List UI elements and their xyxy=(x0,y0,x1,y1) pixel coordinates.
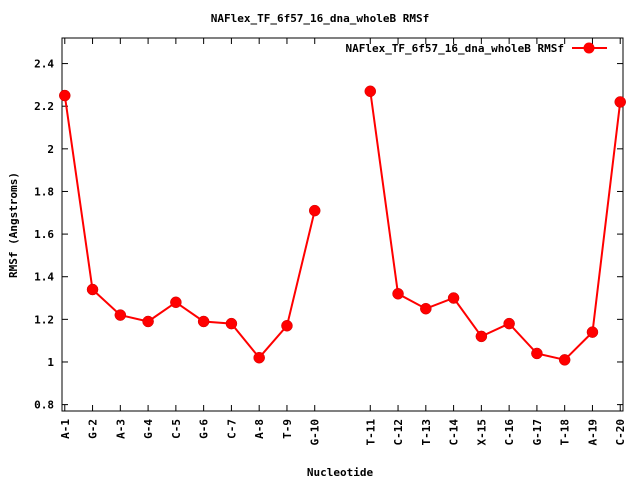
data-point xyxy=(392,288,404,300)
x-tick-label: G-6 xyxy=(198,419,211,439)
legend-marker xyxy=(583,42,595,54)
data-point xyxy=(503,317,515,330)
data-point xyxy=(308,204,321,217)
data-point xyxy=(447,292,460,304)
data-point xyxy=(281,319,293,332)
x-tick-label: G-4 xyxy=(142,419,155,439)
y-tick-label: 2.2 xyxy=(34,100,54,113)
x-tick-label: C-12 xyxy=(392,419,405,446)
x-axis: A-1 G-2 A-3 G-4 C-5 G-6 C-7 A-8 T-9 G-10 T-11 C-12 T… xyxy=(59,38,627,446)
y-tick-label: 1 xyxy=(47,356,54,369)
y-tick-label: 1.2 xyxy=(34,313,54,326)
x-tick-label: X-15 xyxy=(475,419,488,446)
y-axis: 0.8 1 1.2 1.4 1.6 1.8 2 2.2 2.4 xyxy=(34,58,623,412)
x-tick-label: C-5 xyxy=(170,419,183,439)
y-tick-label: 2 xyxy=(47,143,54,156)
data-point xyxy=(614,96,626,108)
plot-area xyxy=(61,37,624,412)
x-tick-label: T-13 xyxy=(420,419,433,446)
x-tick-label: C-16 xyxy=(503,419,516,446)
data-point xyxy=(364,85,377,98)
data-point xyxy=(142,315,154,328)
x-tick-label: G-17 xyxy=(531,419,544,446)
x-tick-label: T-9 xyxy=(281,419,294,439)
x-tick-label: T-11 xyxy=(364,419,377,446)
x-tick-label: A-3 xyxy=(114,419,127,439)
data-point xyxy=(114,309,127,321)
x-tick-label: A-1 xyxy=(59,419,72,439)
data-point xyxy=(586,326,599,338)
data-point xyxy=(475,330,488,343)
data-point xyxy=(420,302,432,315)
y-tick-label: 1.4 xyxy=(34,271,54,284)
data-point xyxy=(197,315,210,328)
series-line-segment-1 xyxy=(63,95,316,360)
y-tick-label: 0.8 xyxy=(34,399,54,412)
data-point xyxy=(86,283,99,296)
series-line-segment-2 xyxy=(369,91,622,361)
y-tick-label: 1.6 xyxy=(34,228,54,241)
data-point xyxy=(170,296,182,309)
y-axis-label: RMSf (Angstroms) xyxy=(7,172,20,278)
x-tick-label: C-14 xyxy=(448,419,461,446)
x-axis-label: Nucleotide xyxy=(307,466,374,479)
chart-title: NAFlex_TF_6f57_16_dna_wholeB RMSf xyxy=(211,12,430,25)
y-tick-label: 1.8 xyxy=(34,185,54,198)
legend: NAFlex_TF_6f57_16_dna_wholeB RMSf xyxy=(345,42,607,55)
x-tick-label: A-8 xyxy=(253,419,266,439)
legend-label: NAFlex_TF_6f57_16_dna_wholeB RMSf xyxy=(345,42,564,55)
data-point xyxy=(531,347,543,360)
y-tick-label: 2.4 xyxy=(34,58,54,71)
x-tick-label: G-10 xyxy=(309,419,322,446)
data-point xyxy=(253,351,265,364)
series-layer xyxy=(59,85,626,366)
data-point xyxy=(558,354,571,366)
x-tick-label: C-7 xyxy=(225,419,238,439)
x-tick-label: C-20 xyxy=(614,419,627,446)
data-point xyxy=(225,317,238,330)
x-tick-label: G-2 xyxy=(87,419,100,439)
x-tick-label: A-19 xyxy=(586,419,599,446)
x-tick-label: T-18 xyxy=(559,419,572,446)
data-point xyxy=(59,89,71,102)
